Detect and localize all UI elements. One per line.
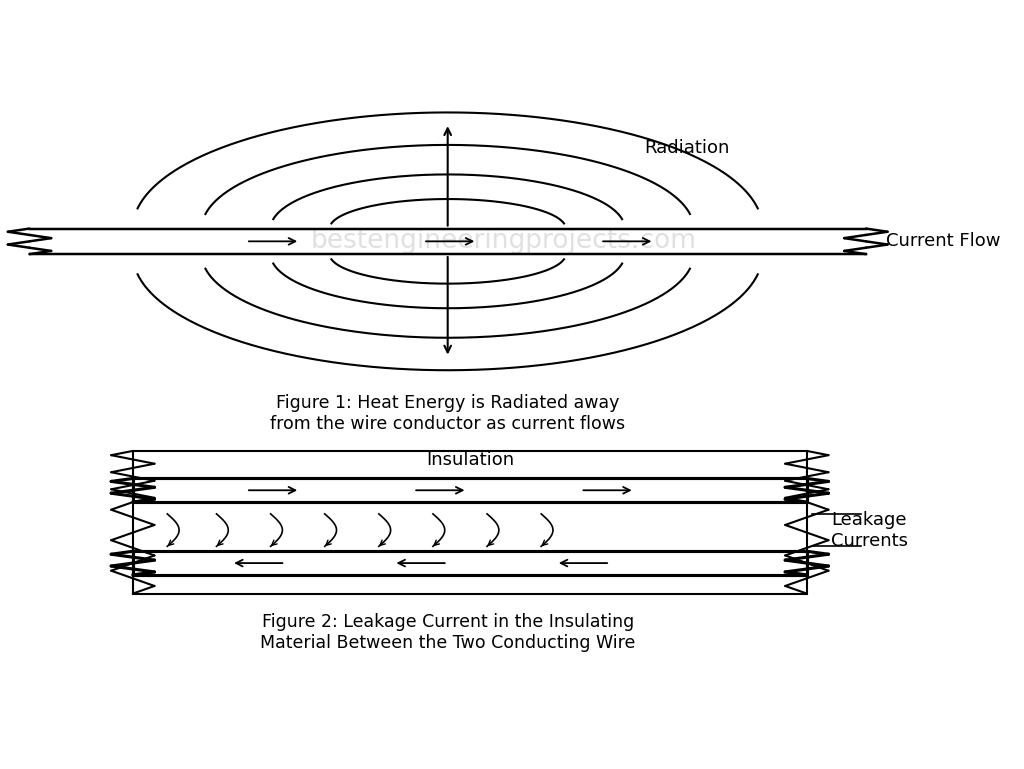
Text: Leakage
Currents: Leakage Currents: [831, 511, 908, 550]
Bar: [133, 502, 807, 594]
Bar: [133, 551, 807, 575]
Text: Insulation: Insulation: [426, 451, 514, 469]
Bar: [133, 478, 807, 502]
Text: Radiation: Radiation: [644, 139, 730, 157]
Text: Figure 1: Heat Energy is Radiated away
from the wire conductor as current flows: Figure 1: Heat Energy is Radiated away f…: [270, 394, 626, 433]
Text: Current Flow: Current Flow: [886, 232, 1000, 251]
Text: Figure 2: Leakage Current in the Insulating
Material Between the Two Conducting : Figure 2: Leakage Current in the Insulat…: [260, 613, 635, 652]
Text: bestengineeringprojects.com: bestengineeringprojects.com: [310, 517, 696, 543]
Text: bestengineeringprojects.com: bestengineeringprojects.com: [310, 228, 696, 255]
Bar: [133, 451, 807, 502]
